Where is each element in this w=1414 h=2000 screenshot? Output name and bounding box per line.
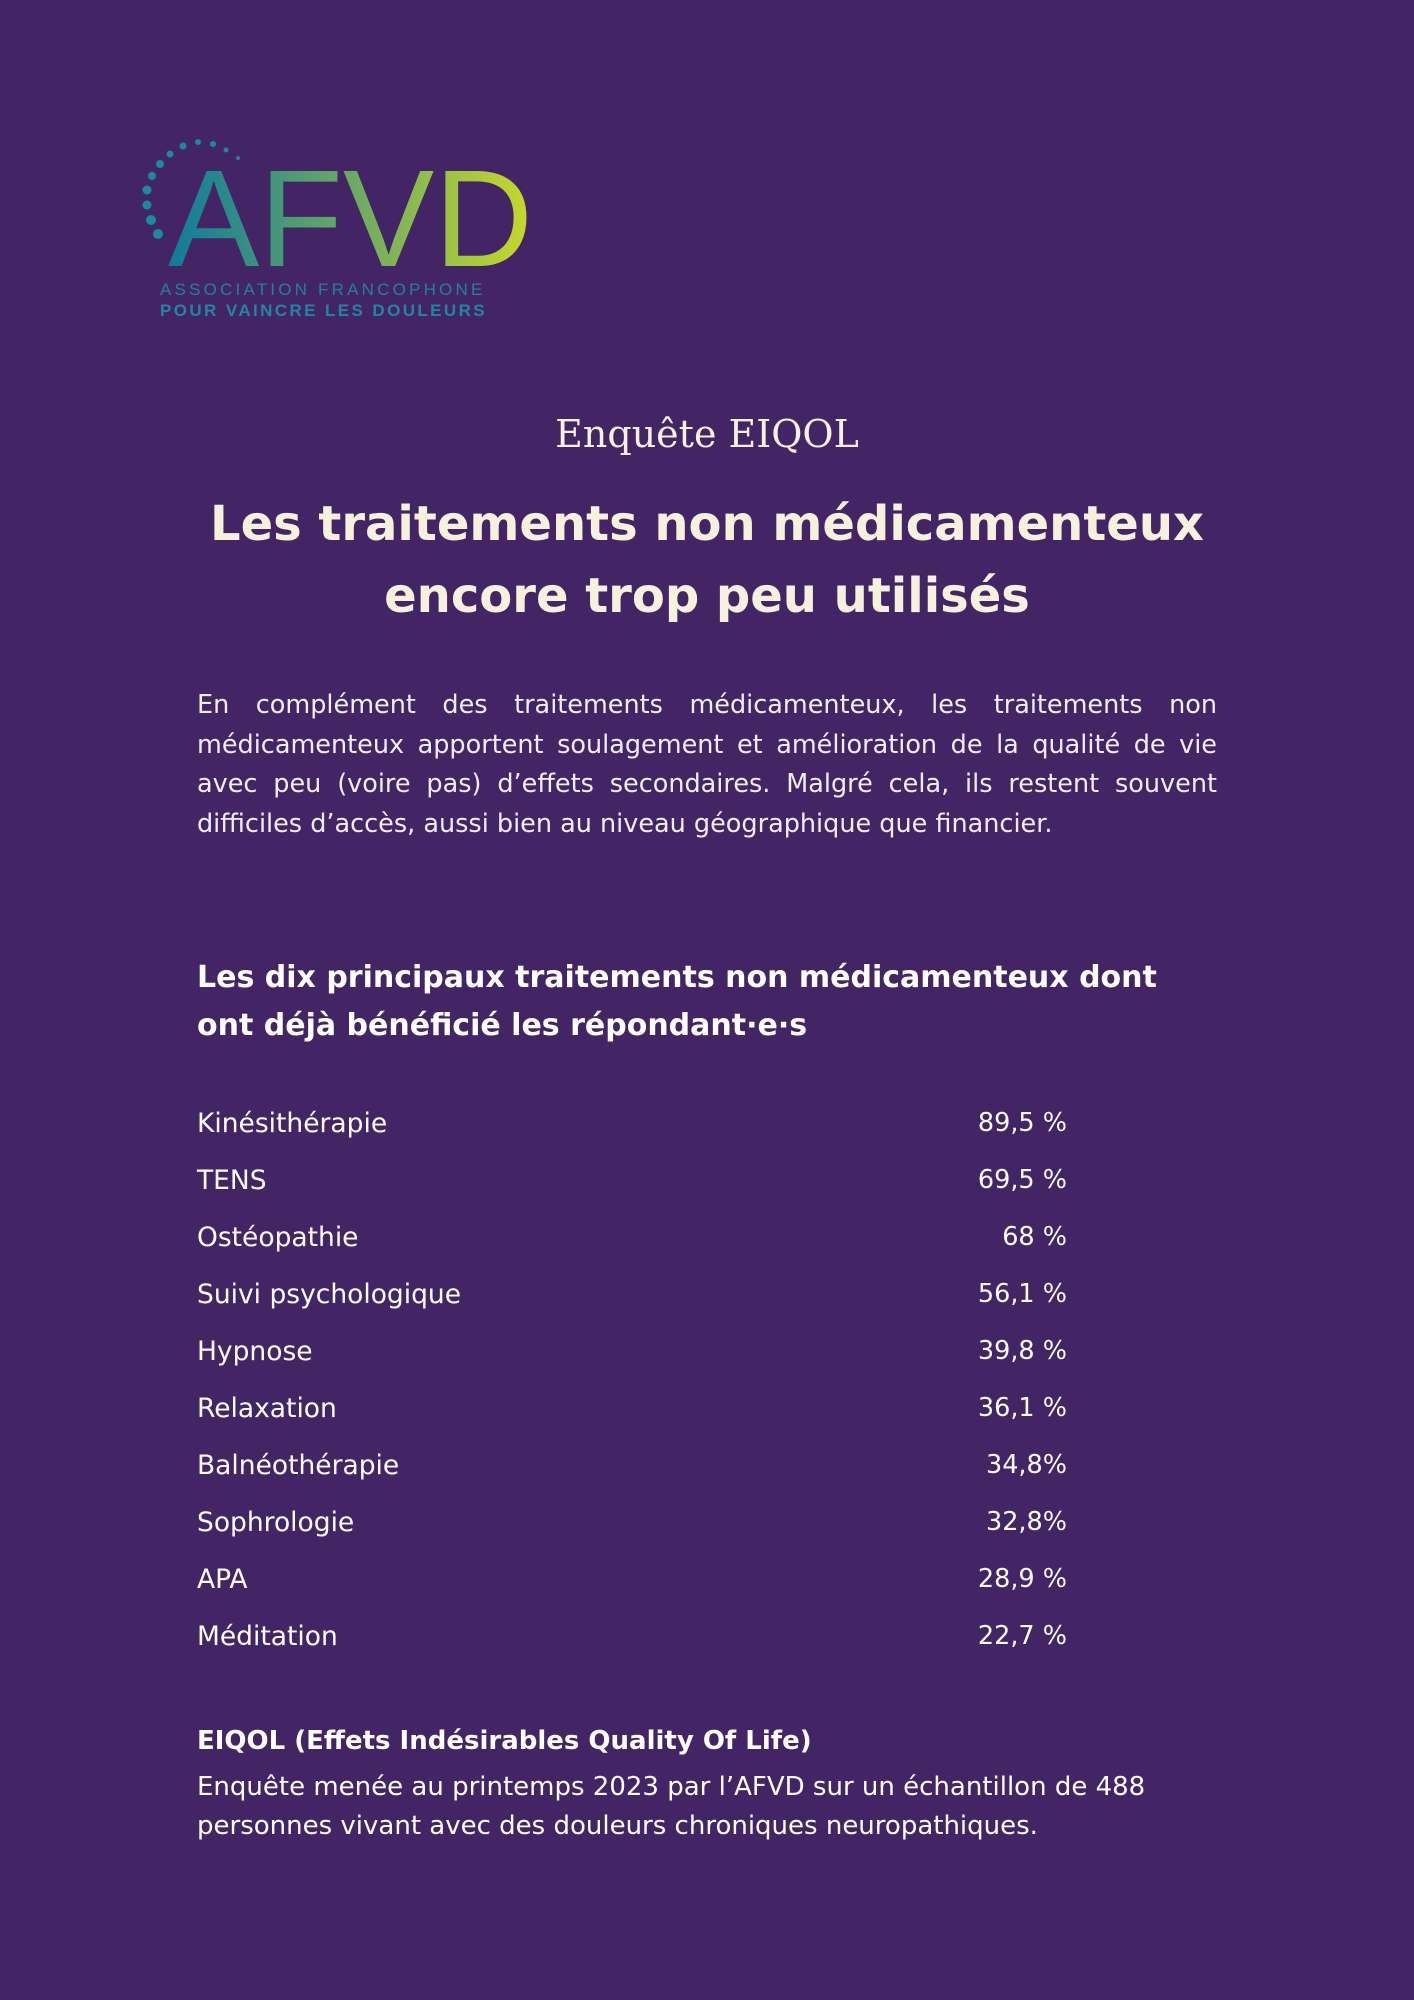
treatment-value: 36,1 % bbox=[977, 1393, 1067, 1423]
afvd-logo: AFVD ASSOCIATION FRANCOPHONE POUR VAINCR… bbox=[138, 138, 538, 328]
logo-tagline-1: ASSOCIATION FRANCOPHONE bbox=[160, 280, 486, 299]
treatment-value: 28,9 % bbox=[977, 1564, 1067, 1594]
page-title-line-1: Les traitements non médicamenteux bbox=[210, 496, 1204, 552]
list-item: Suivi psychologique 56,1 % bbox=[197, 1273, 1097, 1330]
treatment-label: APA bbox=[197, 1564, 248, 1595]
list-item: Hypnose 39,8 % bbox=[197, 1330, 1097, 1387]
treatment-value: 68 % bbox=[1002, 1222, 1067, 1252]
survey-note-body: Enquête menée au printemps 2023 par l’AF… bbox=[197, 1772, 1146, 1841]
treatment-value: 32,8% bbox=[985, 1507, 1067, 1537]
intro-paragraph: En complément des traitements médicament… bbox=[197, 690, 1217, 839]
list-item: Relaxation 36,1 % bbox=[197, 1387, 1097, 1444]
treatments-list: Kinésithérapie 89,5 % TENS 69,5 % Ostéop… bbox=[197, 1102, 1097, 1672]
treatment-label: Kinésithérapie bbox=[197, 1108, 388, 1139]
list-item: Ostéopathie 68 % bbox=[197, 1216, 1097, 1273]
treatment-label: Ostéopathie bbox=[197, 1222, 359, 1253]
logo-mark: AFVD bbox=[142, 139, 533, 278]
list-item: APA 28,9 % bbox=[197, 1558, 1097, 1615]
list-item: Kinésithérapie 89,5 % bbox=[197, 1102, 1097, 1159]
list-item: Sophrologie 32,8% bbox=[197, 1501, 1097, 1558]
section-title-line-2: ont déjà bénéficié les répondant·e·s bbox=[197, 1008, 808, 1043]
logo-wordmark: AFVD bbox=[168, 142, 533, 278]
treatment-value: 89,5 % bbox=[977, 1108, 1067, 1138]
page-title: Les traitements non médicamenteux encore… bbox=[120, 488, 1294, 632]
treatment-label: Hypnose bbox=[197, 1336, 313, 1367]
survey-kicker: Enquête EIQOL bbox=[555, 412, 859, 456]
treatment-value: 56,1 % bbox=[977, 1279, 1067, 1309]
treatment-label: Relaxation bbox=[197, 1393, 337, 1424]
logo-tagline-2: POUR VAINCRE LES DOULEURS bbox=[160, 301, 487, 320]
page-title-line-2: encore trop peu utilisés bbox=[384, 568, 1030, 624]
section-title: Les dix principaux traitements non médic… bbox=[197, 954, 1217, 1050]
treatment-label: Sophrologie bbox=[197, 1507, 355, 1538]
treatment-label: Méditation bbox=[197, 1621, 338, 1652]
treatment-label: Balnéothérapie bbox=[197, 1450, 400, 1481]
treatment-value: 34,8% bbox=[985, 1450, 1067, 1480]
survey-note-title: EIQOL (Effets Indésirables Quality Of Li… bbox=[197, 1726, 812, 1756]
treatment-value: 69,5 % bbox=[977, 1165, 1067, 1195]
treatment-value: 39,8 % bbox=[977, 1336, 1067, 1366]
list-item: Méditation 22,7 % bbox=[197, 1615, 1097, 1672]
list-item: Balnéothérapie 34,8% bbox=[197, 1444, 1097, 1501]
treatment-value: 22,7 % bbox=[977, 1621, 1067, 1651]
section-title-line-1: Les dix principaux traitements non médic… bbox=[197, 960, 1157, 995]
list-item: TENS 69,5 % bbox=[197, 1159, 1097, 1216]
treatment-label: TENS bbox=[197, 1165, 267, 1196]
treatment-label: Suivi psychologique bbox=[197, 1279, 462, 1310]
